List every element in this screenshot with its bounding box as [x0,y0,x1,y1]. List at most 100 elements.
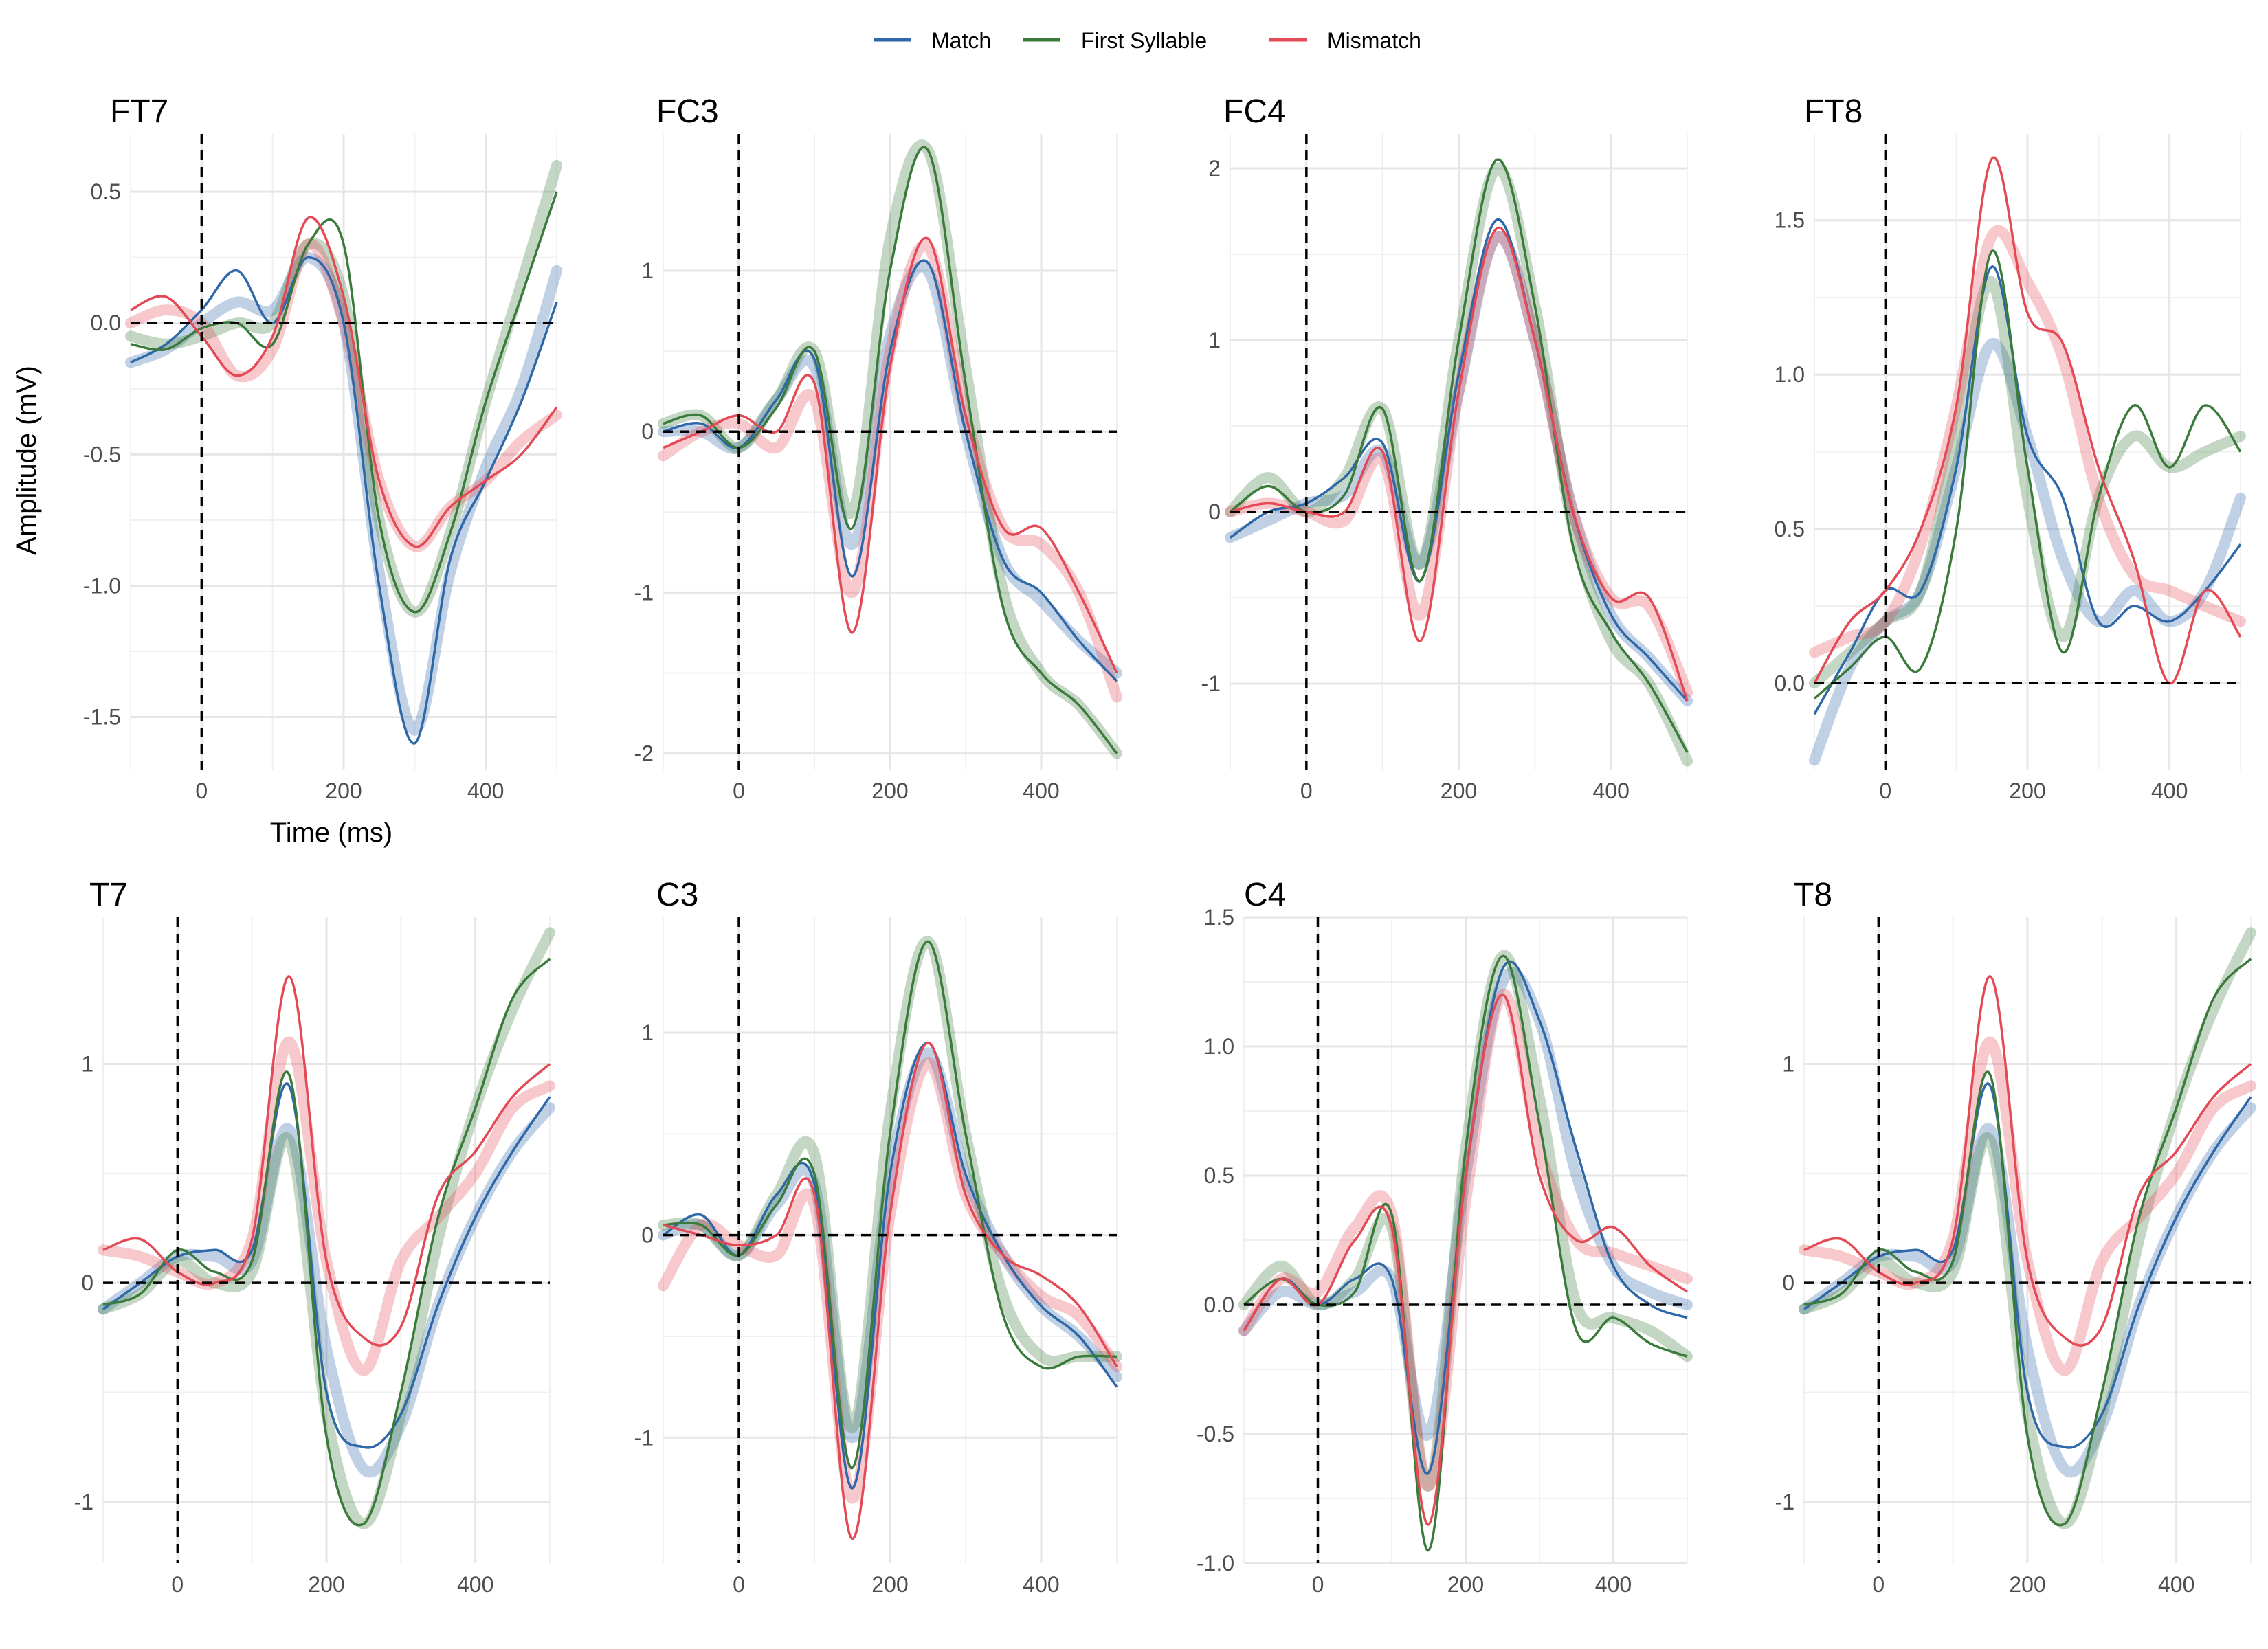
series-line-first-syllable [663,940,1118,1470]
y-tick-label: 0 [1782,1270,1794,1295]
y-tick-label: 1.5 [1775,208,1805,233]
y-tick-label: 1 [81,1051,93,1076]
x-tick-label: 0 [1872,1572,1885,1597]
x-tick-label: 200 [871,1572,908,1597]
series-line-first-syllable [1813,249,2242,700]
fit-line-mismatch [658,1057,1122,1504]
y-tick-label: 0.0 [1775,671,1805,695]
y-tick-label: 0.5 [1204,1163,1234,1188]
y-tick-label: -1.0 [1197,1551,1234,1575]
y-tick-label: 0 [1208,500,1221,524]
series-line-match [1230,218,1689,702]
y-tick-label: 0 [641,419,654,444]
panel-ft7: 0 200 400 0.5 0.0 -0.5 -1.0 -1.5 [83,134,562,803]
panel-title-ft8: FT8 [1804,93,1863,130]
panel-t7: 0 200 400 1 0 -1 [74,917,555,1597]
panel-c3: 0 200 400 1 0 -1 [634,917,1122,1597]
x-tick-label: 400 [1023,1572,1059,1597]
x-tick-label: 400 [467,778,504,803]
x-tick-label: 200 [1441,778,1477,803]
x-tick-label: 200 [325,778,362,803]
fit-line-match [125,251,562,736]
series-line-first-syllable [1243,954,1688,1551]
legend: Match First Syllable Mismatch [874,28,1421,53]
panel-c4: 0 200 400 1.5 1.0 0.5 0.0 -0.5 -1.0 [1197,905,1693,1597]
x-tick-label: 200 [2009,778,2045,803]
y-tick-label: -1.5 [83,705,121,730]
legend-label-first-syllable: First Syllable [1081,28,1207,53]
panel-fc4: 0 200 400 2 1 0 -1 [1201,134,1693,803]
x-tick-label: 400 [457,1572,493,1597]
x-axis-label: Time (ms) [270,818,392,848]
series-line-match [663,1041,1118,1490]
panel-title-t7: T7 [89,877,128,913]
series-line-first-syllable [1229,158,1689,753]
panel-title-c3: C3 [656,877,698,913]
legend-item-match: Match [874,28,991,53]
y-tick-label: 0.0 [91,311,121,335]
series-line-match [1803,1082,2252,1449]
x-tick-label: 0 [195,778,208,803]
y-axis-label: Amplitude (mV) [12,366,42,555]
y-tick-label: 0 [81,1270,93,1295]
x-tick-label: 400 [1592,778,1629,803]
x-tick-label: 0 [1300,778,1313,803]
x-tick-label: 200 [1447,1572,1484,1597]
y-tick-label: 1 [1782,1051,1794,1076]
y-tick-label: 1 [1208,328,1221,352]
series-line-mismatch [102,975,551,1347]
series-line-mismatch [1243,994,1689,1526]
panel-title-fc4: FC4 [1223,93,1286,130]
x-tick-label: 0 [171,1572,184,1597]
series-line-mismatch [663,236,1118,674]
x-tick-label: 200 [871,778,908,803]
x-tick-label: 400 [2151,778,2188,803]
x-tick-label: 0 [1879,778,1891,803]
y-tick-label: 1.0 [1775,362,1805,387]
y-tick-label: -1 [634,1425,654,1450]
y-tick-label: -1 [1775,1490,1794,1514]
y-tick-label: 0 [641,1223,654,1248]
fit-line-first-syllable [1809,276,2246,689]
y-tick-label: 1.5 [1204,905,1234,930]
y-tick-label: 0.5 [91,179,121,204]
fit-line-mismatch [1809,225,2246,658]
x-tick-label: 200 [308,1572,344,1597]
panel-title-c4: C4 [1244,877,1286,913]
x-tick-label: 0 [733,778,745,803]
series-line-mismatch [1803,975,2252,1347]
panel-title-ft7: FT7 [110,93,168,130]
series-line-first-syllable [1803,958,2252,1527]
series-line-match [102,1082,551,1449]
y-tick-label: -0.5 [83,442,121,467]
panel-ft8: 0 200 400 1.5 1.0 0.5 0.0 [1775,134,2246,803]
y-tick-label: 0.0 [1204,1292,1234,1317]
legend-item-first-syllable: First Syllable [1023,28,1207,53]
x-tick-label: 0 [733,1572,745,1597]
x-tick-label: 400 [1595,1572,1632,1597]
y-tick-label: -1.0 [83,573,121,598]
legend-item-mismatch: Mismatch [1269,28,1421,53]
y-tick-label: -2 [634,741,654,766]
legend-label-match: Match [931,28,991,53]
y-tick-label: 0.5 [1775,517,1805,541]
y-tick-label: 1 [641,1020,654,1045]
y-tick-label: -1 [634,580,654,605]
y-tick-label: 1.0 [1204,1034,1234,1059]
x-tick-label: 400 [2158,1572,2194,1597]
series-line-mismatch [663,1041,1118,1540]
panel-fc3: 0 200 400 1 0 -1 -2 [634,134,1122,803]
panel-t8: 0 200 400 1 0 -1 [1775,917,2256,1597]
y-tick-label: 2 [1208,156,1221,181]
panel-title-t8: T8 [1794,877,1832,913]
y-tick-label: -1 [1201,671,1221,696]
panel-title-fc3: FC3 [656,93,719,130]
series-line-mismatch [1230,226,1689,702]
series-line-first-syllable [102,958,551,1527]
x-tick-label: 200 [2009,1572,2045,1597]
y-tick-label: -0.5 [1197,1422,1234,1446]
series-line-first-syllable [663,146,1118,754]
series-line-match [663,259,1118,682]
